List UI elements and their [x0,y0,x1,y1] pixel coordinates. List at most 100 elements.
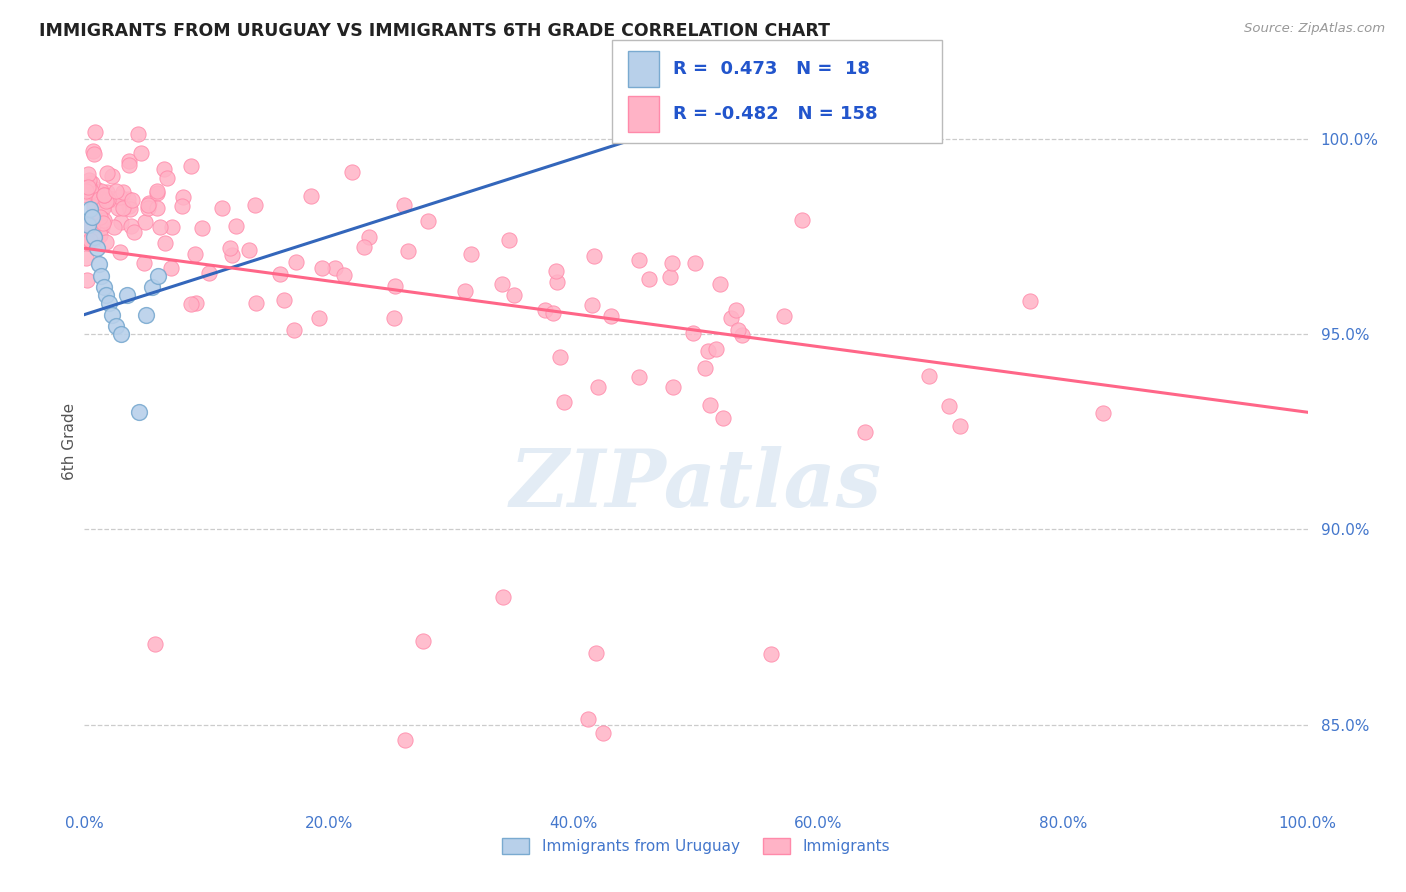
Point [79,233,101,247]
Point [628,253,651,268]
Point [546,275,568,289]
Point [773,309,796,323]
Point [75,184,97,198]
Point [83,209,105,223]
Point [720,311,742,326]
Point [683,256,706,270]
Point [218,241,240,255]
Point [697,344,720,359]
Point [87,257,110,271]
Point [704,342,727,356]
Point [918,369,941,384]
Point [460,247,482,261]
Point [576,712,599,726]
Point [583,249,606,263]
Point [628,370,651,384]
Point [454,284,477,298]
Point [135,308,157,322]
Point [661,379,683,393]
Point [110,190,132,204]
Point [134,215,156,229]
Point [93,188,115,202]
Point [659,269,682,284]
Point [725,302,748,317]
Point [269,267,291,281]
Point [97,296,120,310]
Point [491,277,513,291]
Point [82,194,104,208]
Point [141,280,163,294]
Point [83,229,105,244]
Point [245,296,267,310]
Point [186,296,208,310]
Point [544,263,567,277]
Point [103,219,125,234]
Point [152,162,174,177]
Point [91,220,114,235]
Point [80,176,103,190]
Point [198,266,221,280]
Point [585,646,607,660]
Point [949,418,972,433]
Point [90,192,112,206]
Point [128,405,150,419]
Point [84,125,107,139]
Point [138,195,160,210]
Point [122,226,145,240]
Point [79,179,101,194]
Point [311,261,333,276]
Point [394,733,416,747]
Point [101,169,124,183]
Point [138,197,160,211]
Point [682,326,704,341]
Point [238,244,260,258]
Text: Source: ZipAtlas.com: Source: ZipAtlas.com [1244,22,1385,36]
Point [118,153,141,168]
Point [285,254,308,268]
Point [699,398,721,412]
Point [112,202,135,216]
Point [299,189,322,203]
Point [80,221,103,235]
Point [396,244,419,258]
Point [93,187,115,202]
Point [180,297,202,311]
Point [111,186,134,200]
Point [191,221,214,235]
Point [661,256,683,270]
Point [83,146,105,161]
Point [83,229,105,244]
Point [283,323,305,337]
Point [211,201,233,215]
Point [83,200,105,214]
Point [586,380,609,394]
Point [323,260,346,275]
Point [938,399,960,413]
Point [709,277,731,292]
Point [145,201,167,215]
Point [711,410,734,425]
Point [134,256,156,270]
Point [76,180,98,194]
Point [172,190,194,204]
Point [160,219,183,234]
Point [76,183,98,197]
Point [110,215,132,229]
Point [600,310,623,324]
Point [145,184,167,198]
Point [693,361,716,376]
Point [75,187,97,202]
Point [86,241,108,255]
Point [101,308,124,322]
Point [104,184,127,198]
Point [76,235,98,250]
Point [308,310,330,325]
Point [97,194,120,208]
Point [418,214,440,228]
Point [146,186,169,200]
Point [110,327,132,342]
Point [498,233,520,247]
Point [77,167,100,181]
Point [149,219,172,234]
Point [121,194,143,208]
